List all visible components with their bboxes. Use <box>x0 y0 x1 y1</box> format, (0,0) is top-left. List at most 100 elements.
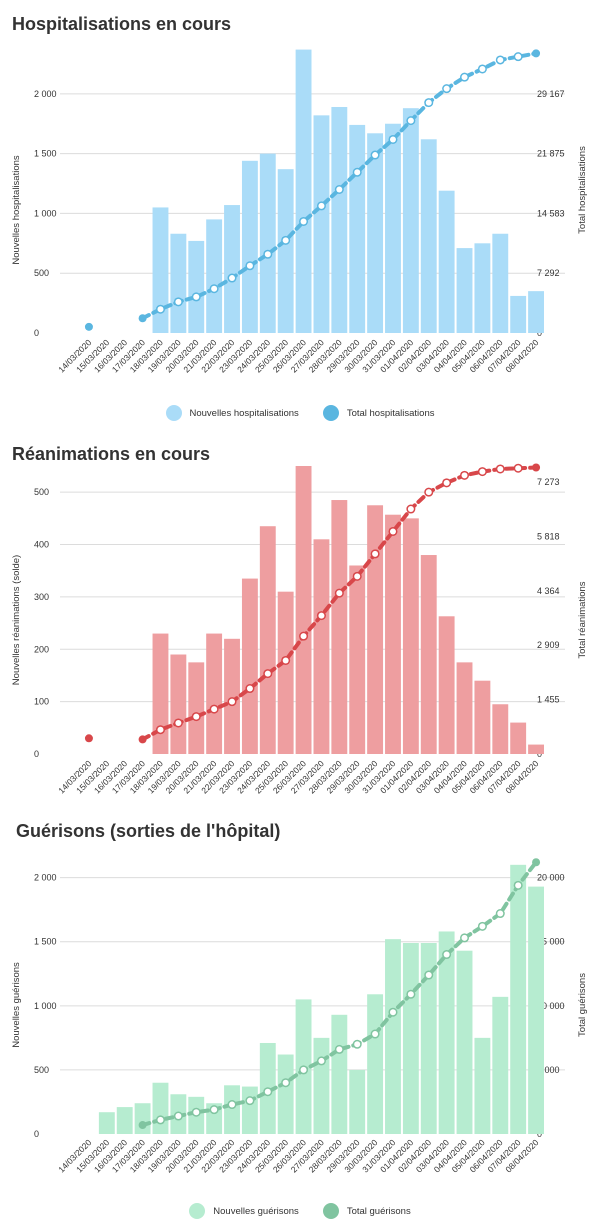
chart-title: Hospitalisations en cours <box>12 14 232 34</box>
y2-axis-label: Total hospitalisations <box>577 146 588 234</box>
line-point-inner <box>175 719 182 726</box>
line-point-inner <box>372 550 379 557</box>
bar <box>313 1037 330 1134</box>
line-point-inner <box>461 472 468 479</box>
bar <box>313 115 330 333</box>
line-point-inner <box>389 1009 396 1016</box>
legend-label: Nouvelles hospitalisations <box>189 407 299 419</box>
line-point-inner <box>157 1116 164 1123</box>
line-point <box>84 322 93 331</box>
line-point-inner <box>479 65 486 72</box>
line-point-inner <box>515 465 522 472</box>
line-point-inner <box>461 74 468 81</box>
line-point-inner <box>175 298 182 305</box>
line-point-inner <box>336 1046 343 1053</box>
line-point-inner <box>193 1109 200 1116</box>
y2-tick-label: 5 818 <box>537 531 560 541</box>
bar <box>313 539 330 754</box>
bar <box>438 931 455 1134</box>
y-tick-label: 300 <box>34 592 49 602</box>
y-axis-label: Nouvelles guérisons <box>11 962 22 1048</box>
bar <box>152 207 169 333</box>
line-point-inner <box>211 285 218 292</box>
chart-panel-reanimations: Réanimations en cours 010020030040050001… <box>0 430 600 805</box>
line-point <box>138 735 147 744</box>
bar <box>492 996 509 1134</box>
bar <box>367 505 384 754</box>
y2-tick-label: 7 292 <box>537 268 560 278</box>
bar <box>402 108 419 333</box>
y-tick-label: 500 <box>34 487 49 497</box>
y-tick-label: 1 500 <box>34 149 57 159</box>
y-tick-label: 500 <box>34 268 49 278</box>
y2-tick-label: 15 000 <box>537 937 565 947</box>
line-point-inner <box>461 934 468 941</box>
y-tick-label: 0 <box>34 328 39 338</box>
y2-tick-label: 20 000 <box>537 873 565 883</box>
bar <box>510 864 527 1134</box>
line-point-inner <box>193 293 200 300</box>
bar <box>510 722 527 754</box>
legend-item-bars[interactable]: Nouvelles guérisons <box>189 1203 299 1219</box>
line-point-inner <box>515 53 522 60</box>
y-tick-label: 0 <box>34 749 39 759</box>
y-tick-label: 0 <box>34 1129 39 1139</box>
line-point-inner <box>497 465 504 472</box>
bar <box>385 939 401 1134</box>
bar <box>528 886 544 1134</box>
line-point <box>532 49 541 58</box>
bar <box>224 205 240 333</box>
bar <box>402 518 419 754</box>
bar <box>116 1107 133 1134</box>
legend-swatch-bars <box>165 405 182 421</box>
bar <box>456 662 473 754</box>
bar <box>331 1014 348 1134</box>
bar <box>259 153 276 333</box>
series-line <box>140 860 539 1128</box>
bar <box>492 233 509 333</box>
y-tick-label: 500 <box>34 1065 49 1075</box>
line-point-inner <box>193 713 200 720</box>
chart-panel-hospitalisations: Hospitalisations en cours 0 500 1 000 1 500… <box>0 0 600 430</box>
legend-item-bars[interactable]: Nouvelles hospitalisations <box>165 405 299 421</box>
bar <box>492 704 509 754</box>
line-point-inner <box>389 136 396 143</box>
line-point-inner <box>246 685 253 692</box>
y-tick-label: 2 000 <box>34 873 57 883</box>
line-point-inner <box>300 218 307 225</box>
bar <box>420 139 437 333</box>
line-point-inner <box>318 1057 325 1064</box>
bar <box>152 1082 169 1134</box>
line-point-inner <box>443 479 450 486</box>
line-point-inner <box>372 152 379 159</box>
bar <box>438 190 455 333</box>
legend-item-line[interactable]: Total hospitalisations <box>322 405 434 421</box>
y-axis-label: Nouvelles réanimations (solde) <box>11 555 22 685</box>
line-point-inner <box>246 1097 253 1104</box>
legend-swatch-line <box>322 405 339 421</box>
line-point-inner <box>282 237 289 244</box>
y-tick-label: 1 000 <box>34 1001 57 1011</box>
y2-tick-label: 29 167 <box>537 89 565 99</box>
line-point-inner <box>425 99 432 106</box>
y2-tick-label: 14 583 <box>537 208 565 218</box>
bar <box>402 943 419 1134</box>
bar <box>367 994 384 1134</box>
bar <box>152 633 169 754</box>
bar <box>277 1054 294 1134</box>
line-point-inner <box>389 528 396 535</box>
line-point-inner <box>443 951 450 958</box>
bar <box>331 106 348 333</box>
legend-item-line[interactable]: Total guérisons <box>322 1203 411 1219</box>
y-tick-label: 400 <box>34 540 49 550</box>
bar <box>456 950 473 1134</box>
line-point-inner <box>264 1088 271 1095</box>
line-point-inner <box>479 923 486 930</box>
line-point-inner <box>282 657 289 664</box>
line-point-inner <box>425 489 432 496</box>
bar <box>474 243 491 333</box>
bar <box>170 233 187 333</box>
bar <box>456 248 473 333</box>
line-point-inner <box>336 186 343 193</box>
bar <box>438 616 455 754</box>
